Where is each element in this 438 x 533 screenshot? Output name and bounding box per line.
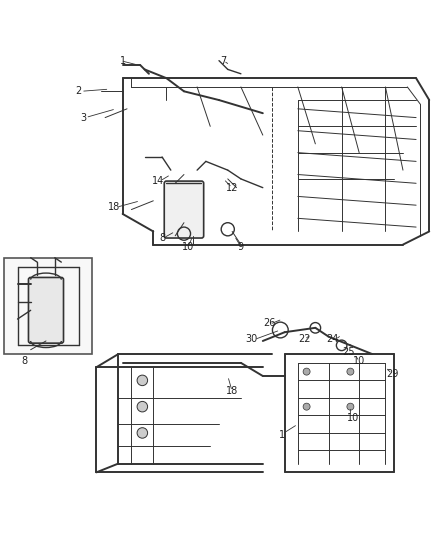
FancyBboxPatch shape: [4, 258, 92, 354]
Text: 30: 30: [246, 334, 258, 344]
Text: 10: 10: [353, 356, 365, 366]
Circle shape: [137, 375, 148, 386]
Text: 10: 10: [182, 242, 194, 252]
Text: 26: 26: [263, 318, 276, 328]
Text: 1: 1: [120, 55, 126, 66]
Text: 25: 25: [342, 347, 354, 357]
Circle shape: [137, 401, 148, 412]
Circle shape: [347, 403, 354, 410]
FancyBboxPatch shape: [28, 278, 64, 343]
Text: 1: 1: [279, 430, 286, 440]
Text: 14: 14: [152, 176, 164, 186]
Text: 29: 29: [386, 369, 398, 379]
Text: 8: 8: [21, 356, 27, 366]
Text: 10: 10: [346, 413, 359, 423]
FancyBboxPatch shape: [164, 181, 204, 238]
Text: 18: 18: [226, 386, 238, 397]
Text: 22: 22: [298, 334, 311, 344]
Circle shape: [303, 403, 310, 410]
Text: 8: 8: [159, 233, 165, 243]
Text: 18: 18: [108, 203, 120, 212]
Text: 9: 9: [238, 242, 244, 252]
Circle shape: [137, 427, 148, 438]
Text: 7: 7: [220, 55, 226, 66]
Text: 12: 12: [226, 183, 238, 192]
Circle shape: [347, 368, 354, 375]
Text: 3: 3: [80, 112, 86, 123]
Text: 2: 2: [76, 86, 82, 96]
Text: 24: 24: [327, 334, 339, 344]
Circle shape: [303, 368, 310, 375]
